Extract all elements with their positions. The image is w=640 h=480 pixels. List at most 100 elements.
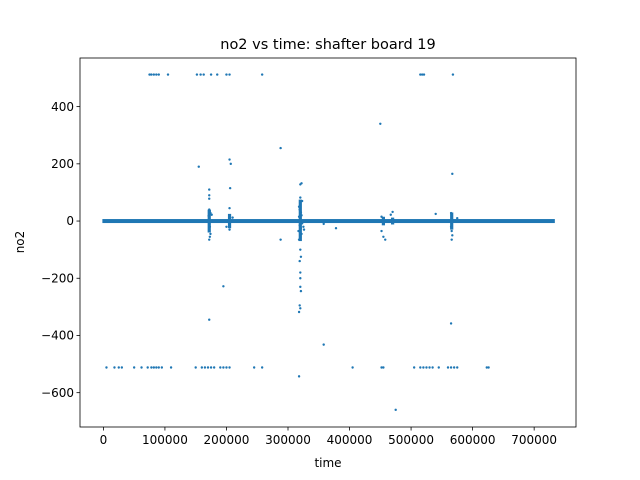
data-point: [203, 366, 207, 369]
data-point: [206, 366, 210, 369]
y-axis-label: no2: [13, 231, 27, 254]
data-point: [208, 197, 211, 200]
data-point: [300, 199, 304, 203]
data-point: [208, 318, 211, 321]
data-point: [450, 238, 453, 241]
data-point: [146, 366, 149, 369]
data-point: [419, 73, 422, 76]
data-point: [382, 235, 385, 238]
data-point: [297, 229, 300, 233]
data-point: [208, 229, 211, 232]
data-point: [160, 366, 164, 369]
data-point: [300, 222, 304, 225]
data-point: [485, 366, 488, 369]
data-point: [219, 366, 222, 369]
data-point: [456, 366, 459, 369]
data-point: [487, 366, 490, 369]
data-point: [449, 211, 453, 215]
data-point: [299, 202, 302, 206]
data-point: [297, 310, 301, 314]
data-point: [428, 366, 431, 369]
data-point: [451, 73, 455, 76]
x-tick-label: 300000: [265, 433, 311, 447]
x-axis-label: time: [314, 456, 341, 470]
data-point: [451, 234, 454, 237]
data-point: [391, 210, 394, 214]
data-point: [434, 212, 437, 216]
data-point: [208, 225, 212, 228]
data-point: [208, 209, 212, 213]
data-point: [299, 226, 303, 230]
data-point: [297, 205, 301, 208]
data-point: [298, 259, 301, 263]
data-point: [299, 248, 302, 251]
data-point: [299, 277, 302, 280]
data-point: [299, 255, 303, 259]
data-point: [422, 73, 426, 76]
data-point: [209, 211, 212, 215]
point-cluster: [207, 209, 211, 233]
data-point: [389, 213, 392, 216]
data-point: [260, 73, 264, 76]
data-point: [382, 366, 385, 369]
data-point: [207, 214, 210, 218]
data-point: [299, 183, 302, 186]
data-point: [225, 225, 228, 228]
plot-area: [102, 73, 555, 412]
x-tick-label: 500000: [388, 433, 434, 447]
data-point: [422, 366, 425, 369]
x-tick-label: 400000: [327, 433, 373, 447]
point-cluster: [227, 213, 232, 229]
y-tick-label: −400: [41, 329, 74, 343]
data-point: [456, 216, 459, 220]
data-point: [302, 228, 306, 231]
data-point: [216, 73, 219, 76]
y-tick-label: −600: [41, 386, 74, 400]
data-point: [299, 196, 302, 199]
data-point: [150, 366, 153, 369]
data-point: [222, 366, 225, 369]
data-point: [200, 366, 204, 369]
data-point: [228, 73, 231, 76]
data-point: [431, 366, 434, 369]
y-tick-label: 0: [66, 214, 74, 228]
data-point: [450, 214, 453, 218]
data-point: [202, 73, 205, 76]
data-point: [279, 146, 282, 150]
x-tick-label: 700000: [511, 433, 557, 447]
data-point: [225, 366, 228, 369]
data-point: [150, 73, 153, 76]
data-point: [380, 366, 383, 369]
y-axis: −600 −400 −200 0 200 400: [41, 100, 80, 400]
y-tick-label: 200: [51, 157, 74, 171]
data-point: [299, 307, 302, 310]
baseline-point-band: [102, 219, 555, 224]
data-point: [334, 226, 338, 230]
data-point: [208, 194, 211, 197]
data-point: [297, 215, 301, 218]
data-point: [155, 366, 158, 369]
data-point: [437, 366, 440, 369]
point-cluster: [450, 212, 454, 230]
data-point: [105, 366, 108, 369]
data-point: [322, 343, 325, 346]
data-point: [195, 73, 199, 76]
data-point: [299, 217, 302, 220]
data-point: [132, 366, 136, 369]
data-point: [157, 366, 160, 369]
data-point: [298, 304, 301, 307]
data-point: [298, 208, 301, 211]
data-point: [449, 366, 453, 369]
data-point: [279, 238, 282, 241]
data-point: [260, 366, 264, 369]
data-point: [113, 366, 116, 369]
data-point: [351, 366, 354, 369]
data-point: [155, 73, 158, 76]
data-point: [299, 285, 302, 289]
data-point: [228, 366, 231, 369]
data-point: [425, 366, 428, 369]
x-axis: 0 100000 200000 300000 400000 500000 600000 700…: [100, 427, 557, 447]
data-point: [228, 228, 231, 231]
